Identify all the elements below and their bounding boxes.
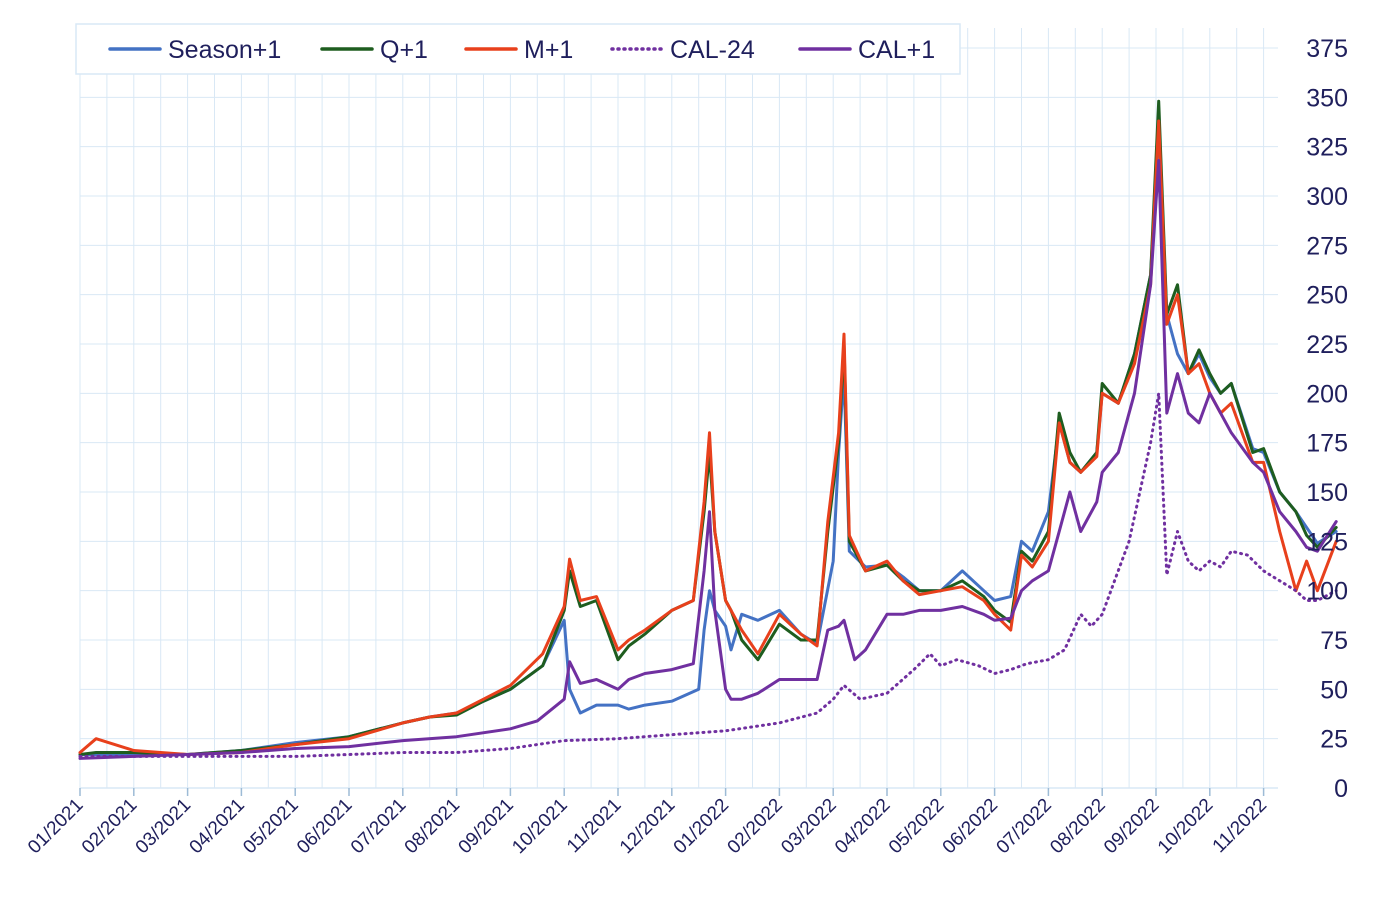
- y-tick-label: 25: [1320, 726, 1348, 754]
- legend-label: Q+1: [380, 36, 428, 64]
- y-tick-label: 300: [1306, 183, 1348, 211]
- y-axis: 0 25 50 75 100 125 150 175 200 225 250 275 300 325 350…: [1306, 35, 1348, 803]
- series-line-cal-1: [78, 159, 1338, 760]
- legend: Season+1 Q+1 M+1 CAL-24 CAL+1: [75, 23, 961, 75]
- series-line-cal-24: [78, 391, 1338, 758]
- y-tick-label: 225: [1306, 331, 1348, 359]
- y-tick-label: 175: [1306, 430, 1348, 458]
- legend-label: M+1: [524, 36, 573, 64]
- y-tick-label: 200: [1306, 380, 1348, 408]
- y-tick-label: 125: [1306, 528, 1348, 556]
- series-line-m-1: [78, 119, 1338, 756]
- y-tick-label: 100: [1306, 578, 1348, 606]
- series-lines: [78, 99, 1338, 760]
- y-tick-label: 275: [1306, 232, 1348, 260]
- y-tick-label: 325: [1306, 134, 1348, 162]
- y-tick-label: 150: [1306, 479, 1348, 507]
- y-tick-label: 50: [1320, 676, 1348, 704]
- y-tick-label: 350: [1306, 84, 1348, 112]
- y-tick-label: 0: [1334, 775, 1348, 803]
- legend-label: CAL+1: [858, 36, 935, 64]
- y-tick-label: 375: [1306, 35, 1348, 63]
- y-tick-label: 75: [1320, 627, 1348, 655]
- legend-label: Season+1: [168, 36, 281, 64]
- grid: [79, 28, 1278, 789]
- y-tick-label: 250: [1306, 282, 1348, 310]
- legend-label: CAL-24: [670, 36, 755, 64]
